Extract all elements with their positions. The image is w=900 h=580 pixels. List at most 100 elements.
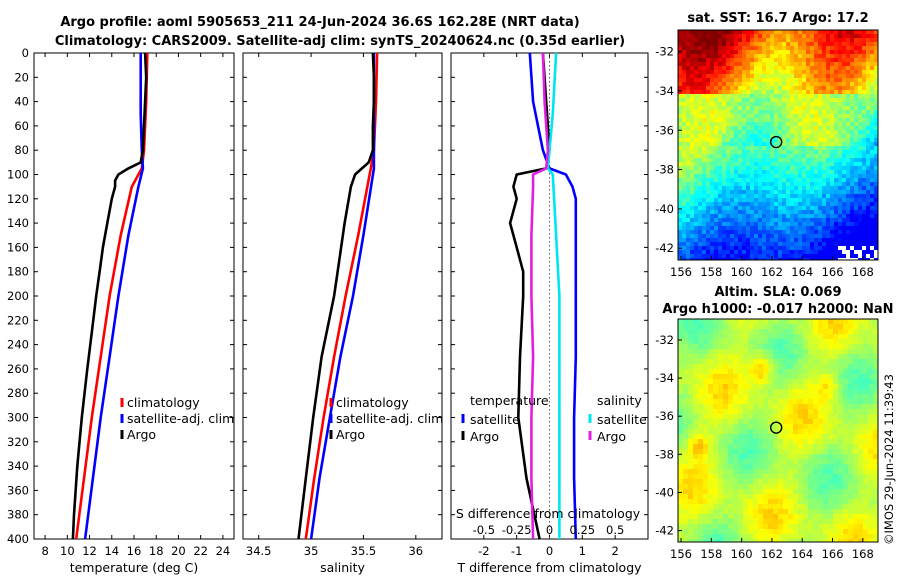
sst-cell (826, 98, 831, 103)
sst-cell (758, 126, 763, 131)
sla-cell (848, 484, 854, 490)
sst-cell (782, 222, 787, 227)
sst-cell (874, 206, 878, 211)
sst-cell (766, 138, 771, 143)
sla-cell (733, 529, 739, 535)
sst-cell (794, 170, 799, 175)
sst-cell (858, 54, 863, 59)
sla-cell (693, 329, 699, 335)
sst-cell (798, 42, 803, 47)
sst-cell (686, 130, 691, 135)
sst-cell (850, 58, 855, 63)
sla-cell (773, 409, 779, 415)
sst-cell (834, 134, 839, 139)
sst-cell (774, 106, 779, 111)
sst-cell (686, 186, 691, 191)
sla-cell (708, 449, 714, 455)
sst-cell (734, 210, 739, 215)
sst-cell (822, 170, 827, 175)
sst-cell (874, 102, 878, 107)
sst-cell (822, 138, 827, 143)
sst-cell (766, 38, 771, 43)
sst-cell (850, 86, 855, 91)
sst-cell (710, 226, 715, 231)
sst-cell (726, 194, 731, 199)
sst-cell (678, 242, 683, 247)
sst-cell (690, 102, 695, 107)
sla-cell (838, 449, 844, 455)
sst-cell (738, 246, 743, 251)
sla-cell (703, 394, 709, 400)
sla-cell (803, 344, 809, 350)
sst-cell (714, 46, 719, 51)
sst-cell (730, 34, 735, 39)
sla-cell (778, 469, 784, 475)
sla-cell (788, 514, 794, 520)
sla-cell (858, 534, 864, 540)
sla-cell (858, 329, 864, 335)
sla-cell (778, 414, 784, 420)
sst-cell (838, 186, 843, 191)
sst-cell (866, 66, 871, 71)
sst-cell (718, 170, 723, 175)
sst-cell (710, 86, 715, 91)
salinity-series-argo (297, 52, 376, 540)
sla-cell (748, 484, 754, 490)
sla-cell (823, 439, 829, 445)
sst-cell (798, 158, 803, 163)
sla-cell (813, 504, 819, 510)
sla-cell (788, 484, 794, 490)
sst-cell (754, 62, 759, 67)
sla-cell (803, 524, 809, 530)
sla-cell (798, 409, 804, 415)
sla-cell (698, 484, 704, 490)
sst-cell (710, 254, 715, 259)
sst-cell (722, 258, 727, 260)
sla-cell (728, 434, 734, 440)
sla-cell (828, 469, 834, 475)
sst-cell (806, 102, 811, 107)
sst-cell (874, 42, 878, 47)
sst-cell (766, 42, 771, 47)
sla-cell (818, 324, 824, 330)
sst-cell (726, 110, 731, 115)
sst-cell (866, 254, 871, 259)
sst-cell (722, 238, 727, 243)
sst-cell (838, 74, 843, 79)
sst-cell (706, 230, 711, 235)
sla-cell (833, 419, 839, 425)
sla-cell (728, 389, 734, 395)
sst-cell (766, 230, 771, 235)
sla-cell (748, 539, 754, 542)
sst-cell (726, 202, 731, 207)
sla-cell (828, 399, 834, 405)
sla-cell (738, 419, 744, 425)
sst-cell (854, 206, 859, 211)
sst-cell (818, 130, 823, 135)
sst-cell (746, 34, 751, 39)
sst-cell (818, 122, 823, 127)
sst-cell (782, 250, 787, 255)
sla-cell (718, 499, 724, 505)
sst-cell (830, 42, 835, 47)
sla-cell (853, 384, 859, 390)
sst-cell (758, 110, 763, 115)
sst-cell (742, 154, 747, 159)
sst-cell (838, 198, 843, 203)
sla-cell (853, 409, 859, 415)
sst-cell (678, 126, 683, 131)
sla-cell (793, 414, 799, 420)
sla-cell (818, 409, 824, 415)
sst-cell (862, 122, 867, 127)
sla-cell (743, 429, 749, 435)
sst-cell (686, 74, 691, 79)
sst-cell (742, 82, 747, 87)
sla-cell (833, 469, 839, 475)
sla-cell (678, 444, 684, 450)
sst-cell (790, 94, 795, 99)
sst-cell (794, 66, 799, 71)
sla-cell (688, 494, 694, 500)
sla-cell (868, 429, 874, 435)
sst-cell (810, 82, 815, 87)
sla-cell (868, 419, 874, 425)
